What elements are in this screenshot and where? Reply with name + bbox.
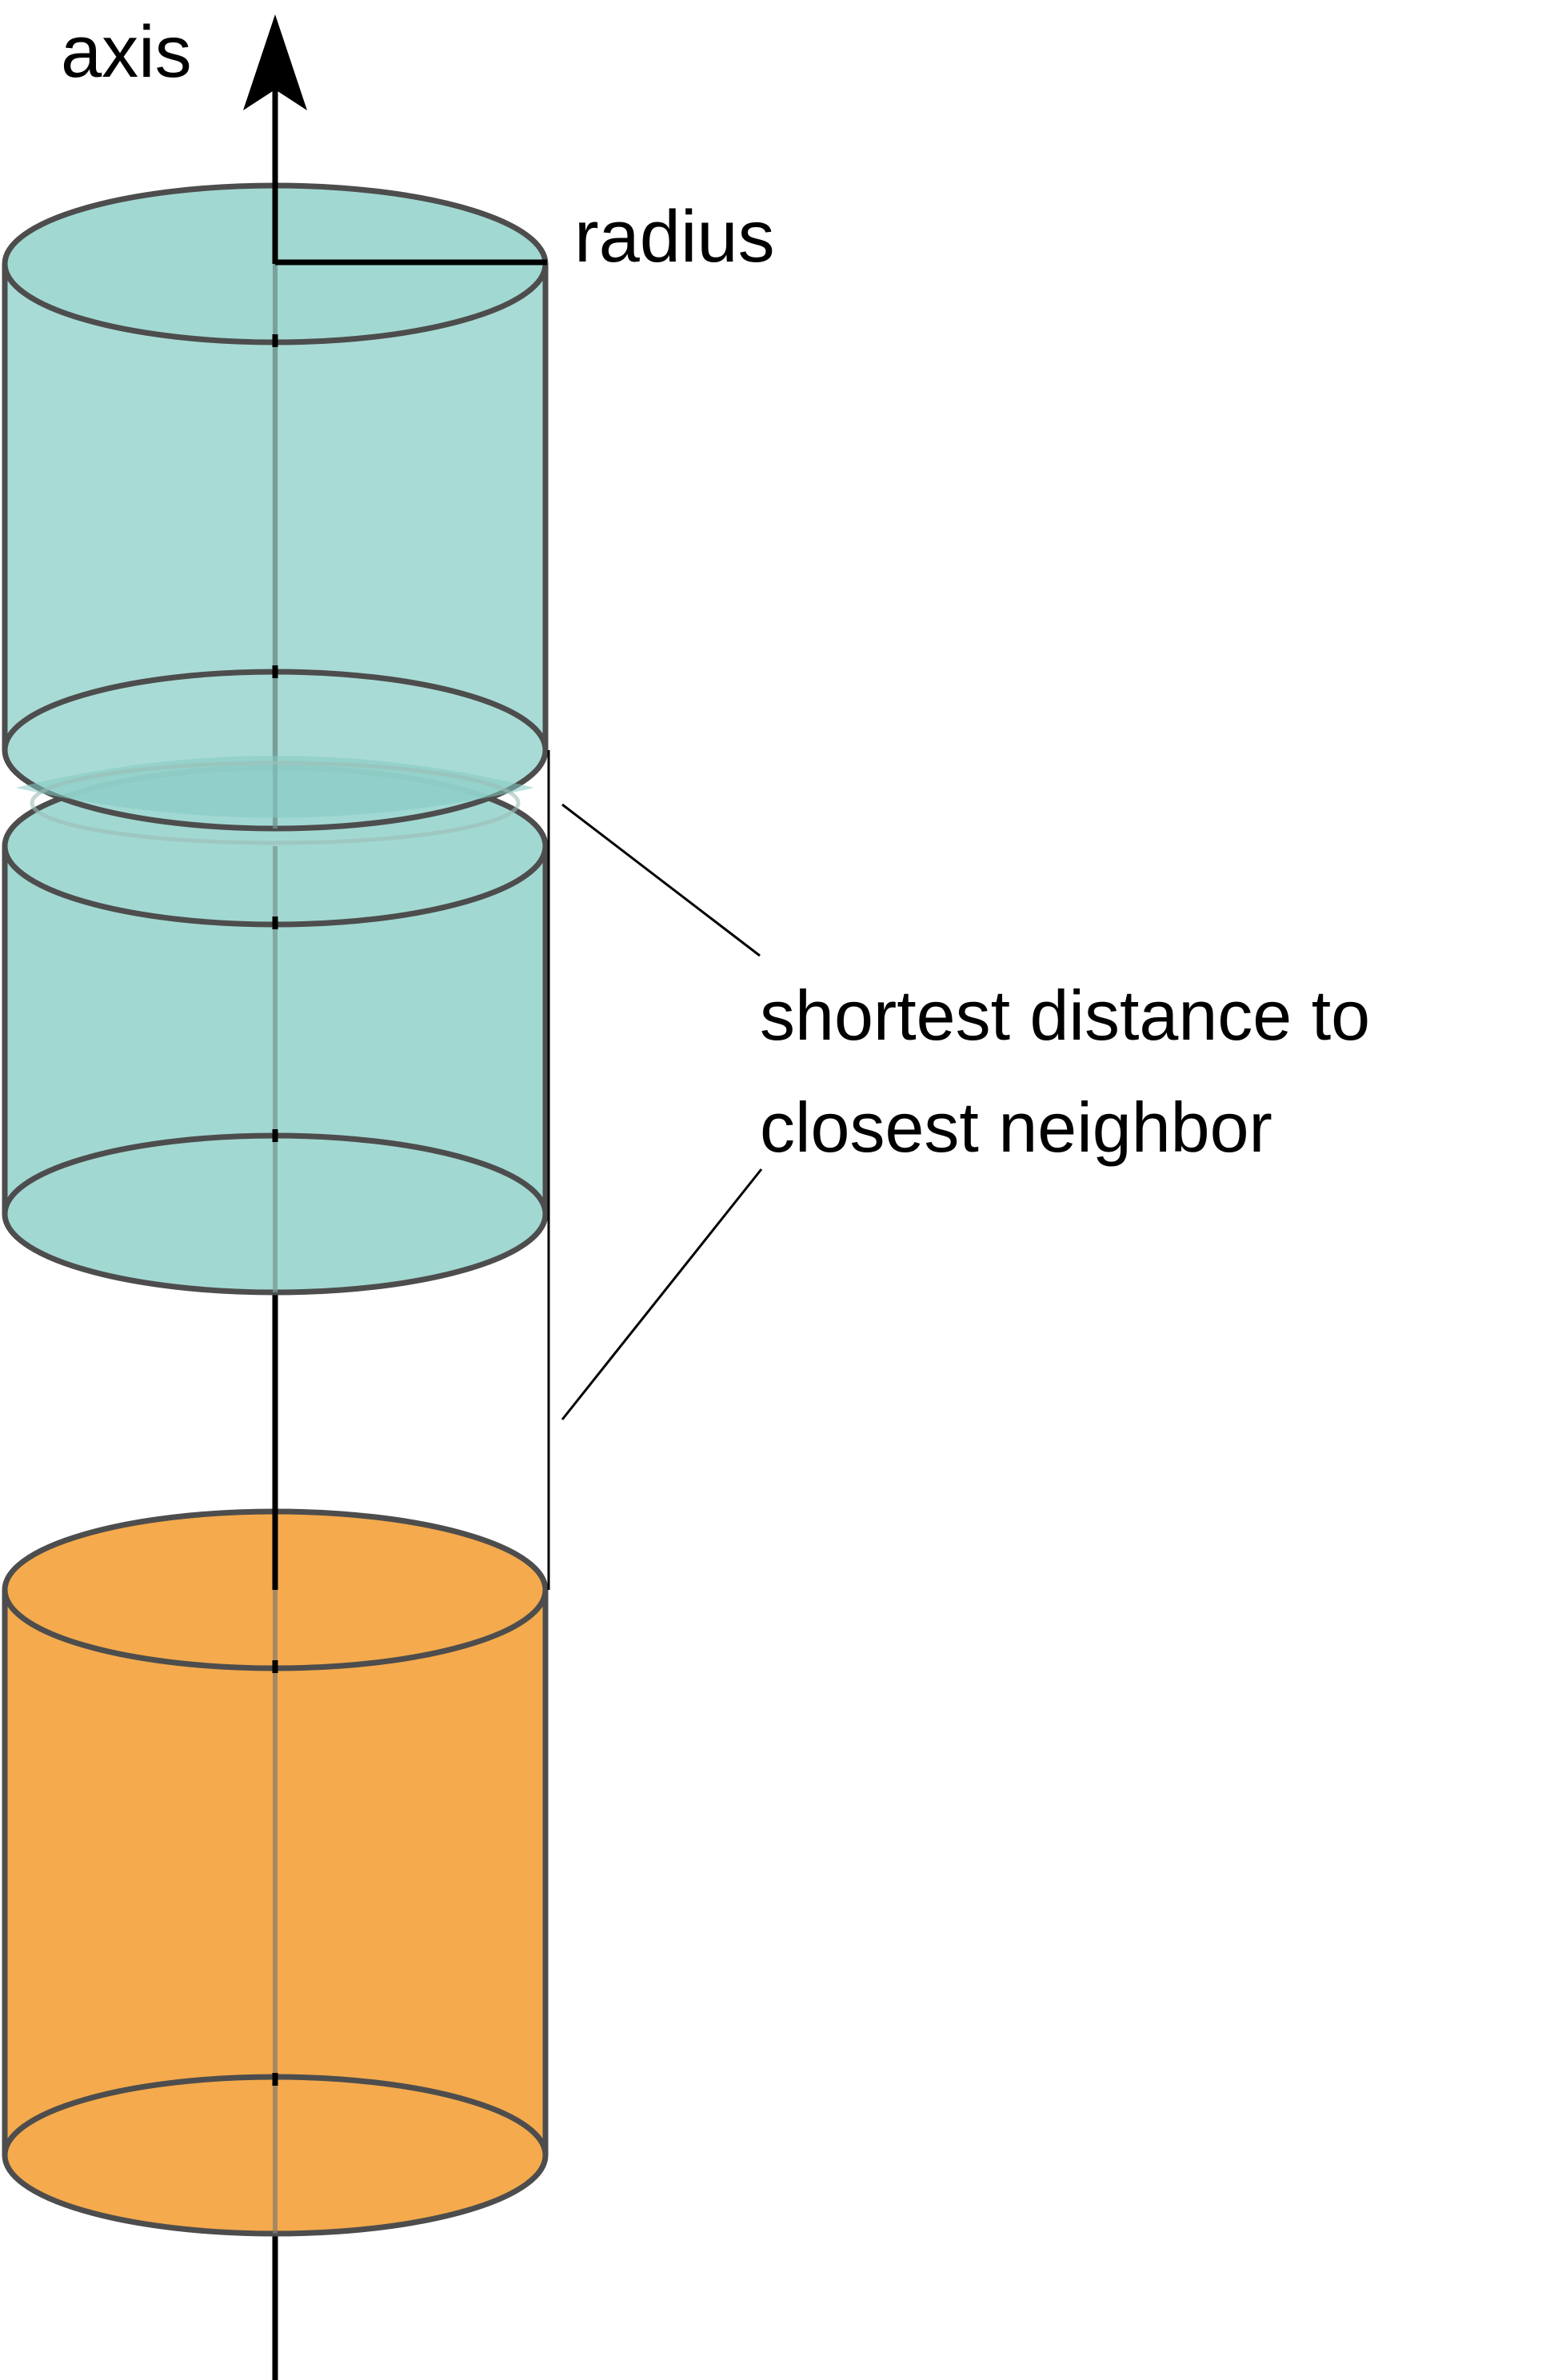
distance-leader-lower: [561, 1168, 763, 1420]
overlap-ghost-outline: [30, 761, 521, 845]
orange-neighbor-cylinder: [2, 1508, 549, 2237]
distance-label-line2: closest neighbor: [760, 1088, 1272, 1167]
arrow-up-icon: [243, 14, 307, 110]
upper-teal-cylinder: [2, 182, 549, 832]
distance-label-line1: shortest distance to: [760, 976, 1370, 1055]
middle-teal-cylinder: [2, 765, 549, 1296]
distance-leader-upper: [561, 803, 761, 957]
radius-label: radius: [574, 196, 775, 278]
axis-label: axis: [61, 11, 192, 93]
cylinder-overlap-region: [16, 756, 534, 818]
